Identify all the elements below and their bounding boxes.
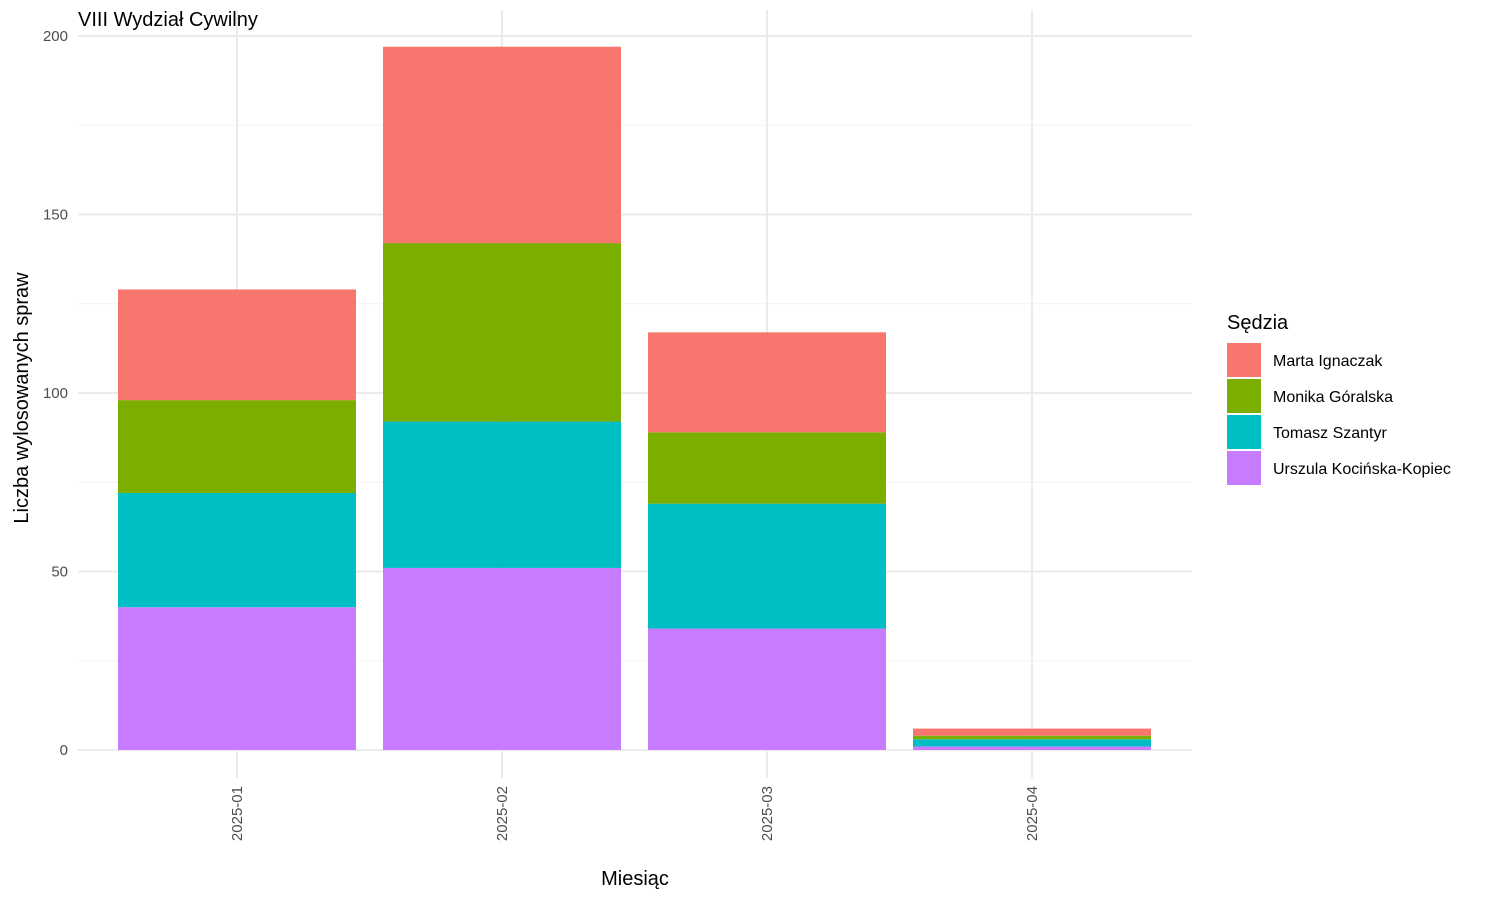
bar-segment xyxy=(383,421,621,568)
y-tick-label: 50 xyxy=(51,564,68,581)
legend-key xyxy=(1227,451,1261,485)
legend-label: Urszula Kocińska-Kopiec xyxy=(1273,461,1451,478)
bar-segment xyxy=(118,400,356,493)
bar-segment xyxy=(648,503,886,629)
y-tick-label: 150 xyxy=(43,207,68,224)
y-tick-label: 200 xyxy=(43,28,68,45)
x-axis-title: Miesiąc xyxy=(601,868,669,890)
legend-label: Monika Góralska xyxy=(1273,389,1393,406)
y-tick-label: 100 xyxy=(43,385,68,402)
legend-key xyxy=(1227,415,1261,449)
bar-segment xyxy=(648,332,886,433)
bars xyxy=(118,46,1151,750)
bar-segment xyxy=(118,289,356,401)
legend-label: Marta Ignaczak xyxy=(1273,353,1383,370)
legend-title: Sędzia xyxy=(1227,312,1289,334)
chart-title: VIII Wydział Cywilny xyxy=(78,9,258,31)
legend-key xyxy=(1227,379,1261,413)
bar-segment xyxy=(118,607,356,750)
bar-segment xyxy=(913,735,1151,740)
y-tick-label: 0 xyxy=(60,742,68,759)
y-axis-ticks: 0 50 100 150 200 xyxy=(43,28,68,759)
x-tick-label: 2025-01 xyxy=(229,786,246,841)
bar-segment xyxy=(383,243,621,422)
bar-segment xyxy=(648,432,886,504)
legend: Sędzia Marta Ignaczak Monika Góralska Toma… xyxy=(1227,312,1451,485)
x-tick-label: 2025-04 xyxy=(1024,786,1041,841)
legend-label: Tomasz Szantyr xyxy=(1273,425,1387,442)
x-tick-label: 2025-03 xyxy=(759,786,776,841)
y-axis-title: Liczba wylosowanych spraw xyxy=(11,272,33,524)
bar-segment xyxy=(383,46,621,244)
bar-segment xyxy=(913,728,1151,736)
x-axis-ticks: 2025-01 2025-02 2025-03 2025-04 xyxy=(229,786,1041,841)
legend-key xyxy=(1227,343,1261,377)
bar-segment xyxy=(913,746,1151,750)
bar-segment xyxy=(383,567,621,750)
bar-segment xyxy=(648,628,886,750)
bar-segment xyxy=(913,739,1151,747)
bar-segment xyxy=(118,492,356,608)
x-tick-label: 2025-02 xyxy=(494,786,511,841)
